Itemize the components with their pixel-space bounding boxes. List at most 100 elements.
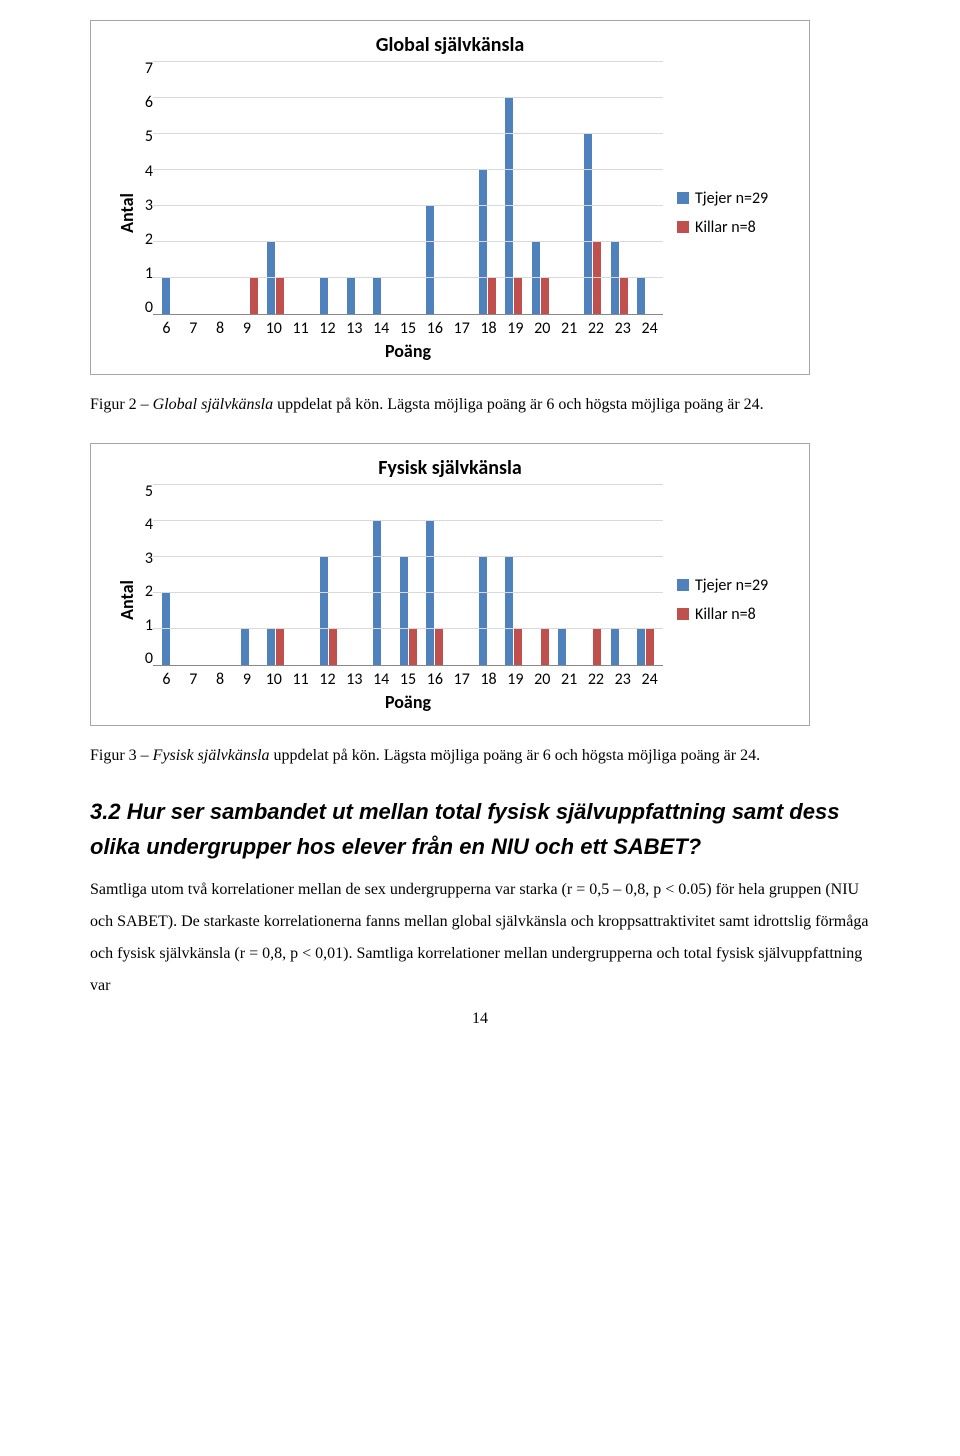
bar-tjejer — [558, 629, 566, 665]
chart-global: Global självkänsla Antal 76543210 678910… — [90, 20, 810, 375]
bar-group — [263, 486, 289, 665]
ytick-label: 0 — [129, 302, 153, 315]
grid-line — [153, 61, 663, 62]
chart1-legend: Tjejer n=29 Killar n=8 — [663, 63, 793, 362]
chart1-xaxis: 6789101112131415161718192021222324 — [129, 319, 663, 338]
ytick-label: 3 — [129, 200, 153, 213]
xtick-label: 14 — [368, 319, 395, 338]
grid-line — [153, 484, 663, 485]
bar-killar — [514, 629, 522, 665]
legend-swatch-tjejer — [677, 192, 689, 204]
bar-killar — [276, 278, 284, 314]
bar-killar — [409, 629, 417, 665]
ytick-label: 7 — [129, 63, 153, 76]
bar-killar — [276, 629, 284, 665]
bar-killar — [620, 278, 628, 314]
bar-tjejer — [267, 242, 275, 314]
bar-tjejer — [611, 629, 619, 665]
chart1-ylabel-wrap: Antal — [107, 63, 129, 362]
bar-tjejer — [400, 557, 408, 665]
chart1-yaxis: 76543210 — [129, 63, 153, 315]
legend-item-tjejer: Tjejer n=29 — [677, 189, 793, 208]
chart1-bars-area — [153, 63, 663, 315]
grid-line — [153, 592, 663, 593]
ytick-label: 1 — [129, 268, 153, 281]
bar-tjejer — [505, 557, 513, 665]
legend-swatch-killar2 — [677, 608, 689, 620]
bar-tjejer — [162, 278, 170, 314]
xtick-label: 13 — [341, 319, 368, 338]
bar-group — [236, 486, 262, 665]
xtick-label: 24 — [636, 670, 663, 689]
bar-group — [421, 486, 447, 665]
bar-tjejer — [479, 170, 487, 314]
legend-label-killar: Killar n=8 — [695, 218, 756, 237]
legend-label-tjejer: Tjejer n=29 — [695, 189, 768, 208]
bar-tjejer — [505, 98, 513, 314]
xtick-label: 19 — [502, 670, 529, 689]
bar-tjejer — [162, 593, 170, 665]
chart2-plot: 543210 — [129, 486, 663, 666]
caption-fig3: Figur 3 – Fysisk självkänsla uppdelat på… — [90, 740, 870, 772]
xtick-label: 16 — [421, 670, 448, 689]
bar-group — [316, 486, 342, 665]
caption-fig2: Figur 2 – Global självkänsla uppdelat på… — [90, 389, 870, 421]
bar-tjejer — [347, 278, 355, 314]
bar-group — [606, 486, 632, 665]
chart2-title: Fysisk självkänsla — [107, 456, 793, 480]
bar-group — [633, 486, 659, 665]
xtick-label: 10 — [260, 319, 287, 338]
chart-fysisk: Fysisk självkänsla Antal 543210 67891011… — [90, 443, 810, 726]
chart2-yaxis: 543210 — [129, 486, 153, 666]
chart2-legend: Tjejer n=29 Killar n=8 — [663, 486, 793, 713]
grid-line — [153, 628, 663, 629]
bar-tjejer — [426, 206, 434, 314]
bar-killar — [514, 278, 522, 314]
legend-item-tjejer2: Tjejer n=29 — [677, 576, 793, 595]
ytick-label: 1 — [129, 620, 153, 633]
bar-group — [183, 486, 209, 665]
xtick-label: 21 — [556, 319, 583, 338]
bar-tjejer — [532, 242, 540, 314]
xtick-label: 12 — [314, 319, 341, 338]
legend-swatch-tjejer2 — [677, 579, 689, 591]
xtick-label: 11 — [287, 670, 314, 689]
xtick-label: 18 — [475, 670, 502, 689]
xtick-label: 11 — [287, 319, 314, 338]
chart2-ylabel-wrap: Antal — [107, 486, 129, 713]
grid-line — [153, 241, 663, 242]
xtick-label: 23 — [609, 670, 636, 689]
bar-group — [474, 486, 500, 665]
chart1-plot: 76543210 — [129, 63, 663, 315]
bar-tjejer — [373, 278, 381, 314]
bar-killar — [541, 278, 549, 314]
xtick-label: 8 — [207, 319, 234, 338]
bar-group — [580, 486, 606, 665]
chart1-xlabel: Poäng — [129, 340, 663, 362]
bar-tjejer — [267, 629, 275, 665]
ytick-label: 4 — [129, 519, 153, 532]
xtick-label: 10 — [260, 670, 287, 689]
bar-group — [157, 486, 183, 665]
xtick-label: 9 — [234, 670, 261, 689]
bar-tjejer — [320, 557, 328, 665]
bar-tjejer — [320, 278, 328, 314]
xtick-label: 7 — [180, 319, 207, 338]
grid-line — [153, 277, 663, 278]
bar-killar — [435, 629, 443, 665]
bar-group — [395, 486, 421, 665]
xtick-label: 24 — [636, 319, 663, 338]
xtick-label: 12 — [314, 670, 341, 689]
xtick-label: 6 — [153, 319, 180, 338]
xtick-label: 15 — [395, 319, 422, 338]
legend-label-tjejer2: Tjejer n=29 — [695, 576, 768, 595]
legend-item-killar2: Killar n=8 — [677, 605, 793, 624]
xtick-label: 6 — [153, 670, 180, 689]
bar-killar — [488, 278, 496, 314]
caption-fig2-em: Global självkänsla — [153, 396, 273, 413]
ytick-label: 6 — [129, 97, 153, 110]
xtick-label: 17 — [448, 319, 475, 338]
grid-line — [153, 133, 663, 134]
bar-group — [210, 486, 236, 665]
chart2-xlabel: Poäng — [129, 691, 663, 713]
